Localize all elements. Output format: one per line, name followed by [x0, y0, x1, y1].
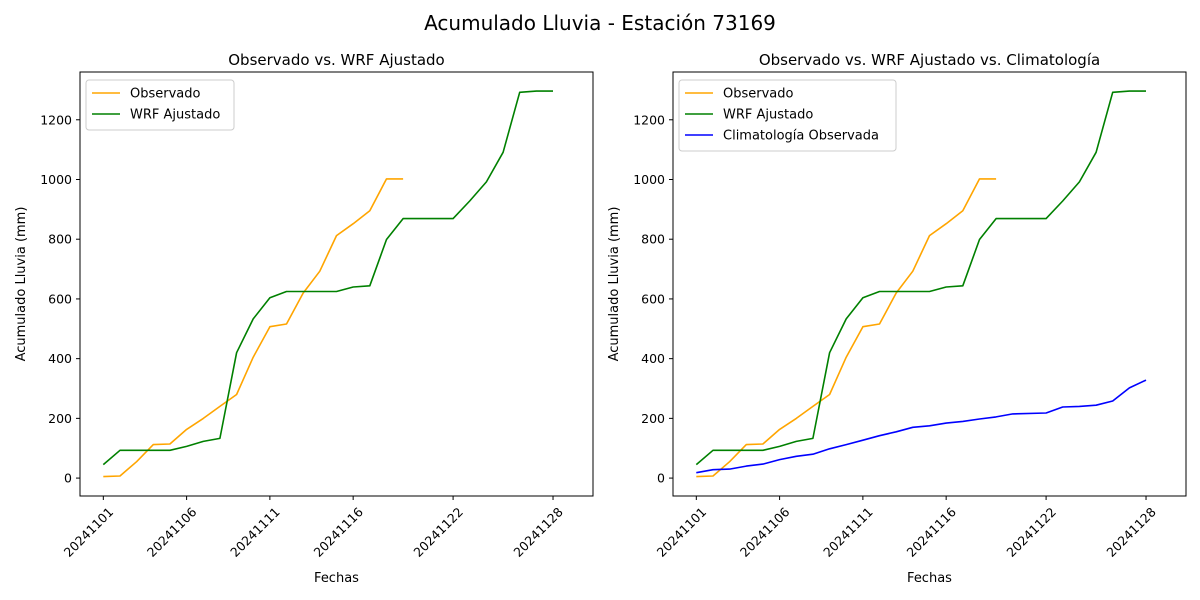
series-line-wrf-ajustado [695, 90, 1146, 466]
series-line-wrf-ajustado [102, 90, 553, 466]
x-tick-label: 20241111 [820, 504, 876, 560]
y-tick-label: 1000 [40, 172, 72, 187]
legend-entry: Observado [130, 87, 201, 102]
legend-entry: Climatología Observada [723, 129, 879, 144]
legend-box [678, 79, 897, 152]
y-tick-label: 400 [641, 351, 665, 366]
left-chart: 0 200 400 600 800 1000 1200 20241101 20241106 202… [14, 51, 594, 586]
y-tick-label: 1200 [633, 112, 665, 127]
y-tick-label: 800 [641, 232, 665, 247]
series-line-climatolog-a-observada [696, 379, 1147, 474]
chart-title: Observado vs. WRF Ajustado vs. Climatolo… [759, 51, 1100, 69]
x-tick-label: 20241116 [903, 504, 959, 560]
x-tick-label: 20241128 [1103, 504, 1159, 560]
x-tick-label: 20241101 [654, 504, 710, 560]
plot-frame [672, 71, 1187, 497]
y-tick-label: 200 [641, 411, 665, 426]
plot-frame [79, 71, 594, 497]
series-line-observado [696, 178, 997, 478]
x-tick-label: 20241101 [61, 504, 117, 560]
y-tick-label: 1000 [633, 172, 665, 187]
x-tick-label: 20241122 [1003, 504, 1059, 560]
x-axis-label: Fechas [314, 571, 359, 586]
y-tick-label: 200 [48, 411, 72, 426]
y-tick-label: 400 [48, 351, 72, 366]
y-tick-label: 1200 [40, 112, 72, 127]
y-axis-label: Acumulado Lluvia (mm) [607, 207, 622, 362]
x-tick-label: 20241122 [410, 504, 466, 560]
chart-title: Observado vs. WRF Ajustado [228, 51, 444, 69]
right-chart: 0 200 400 600 800 1000 1200 20241101 20241106 202… [607, 51, 1187, 586]
x-tick-label: 20241111 [227, 504, 283, 560]
y-axis-label: Acumulado Lluvia (mm) [14, 207, 29, 362]
legend-entry: WRF Ajustado [130, 108, 220, 123]
y-tick-label: 600 [48, 291, 72, 306]
x-axis-label: Fechas [907, 571, 952, 586]
legend-entry: Observado [723, 87, 794, 102]
y-tick-label: 0 [64, 471, 72, 486]
y-tick-label: 0 [657, 471, 665, 486]
y-tick-label: 800 [48, 232, 72, 247]
y-tick-label: 600 [641, 291, 665, 306]
series-line-observado [103, 178, 404, 478]
x-tick-label: 20241116 [310, 504, 366, 560]
legend-box [85, 79, 235, 131]
x-tick-label: 20241106 [144, 504, 200, 560]
x-tick-label: 20241106 [737, 504, 793, 560]
x-tick-label: 20241128 [510, 504, 566, 560]
legend-entry: WRF Ajustado [723, 108, 813, 123]
figure-suptitle: Acumulado Lluvia - Estación 73169 [424, 11, 776, 35]
